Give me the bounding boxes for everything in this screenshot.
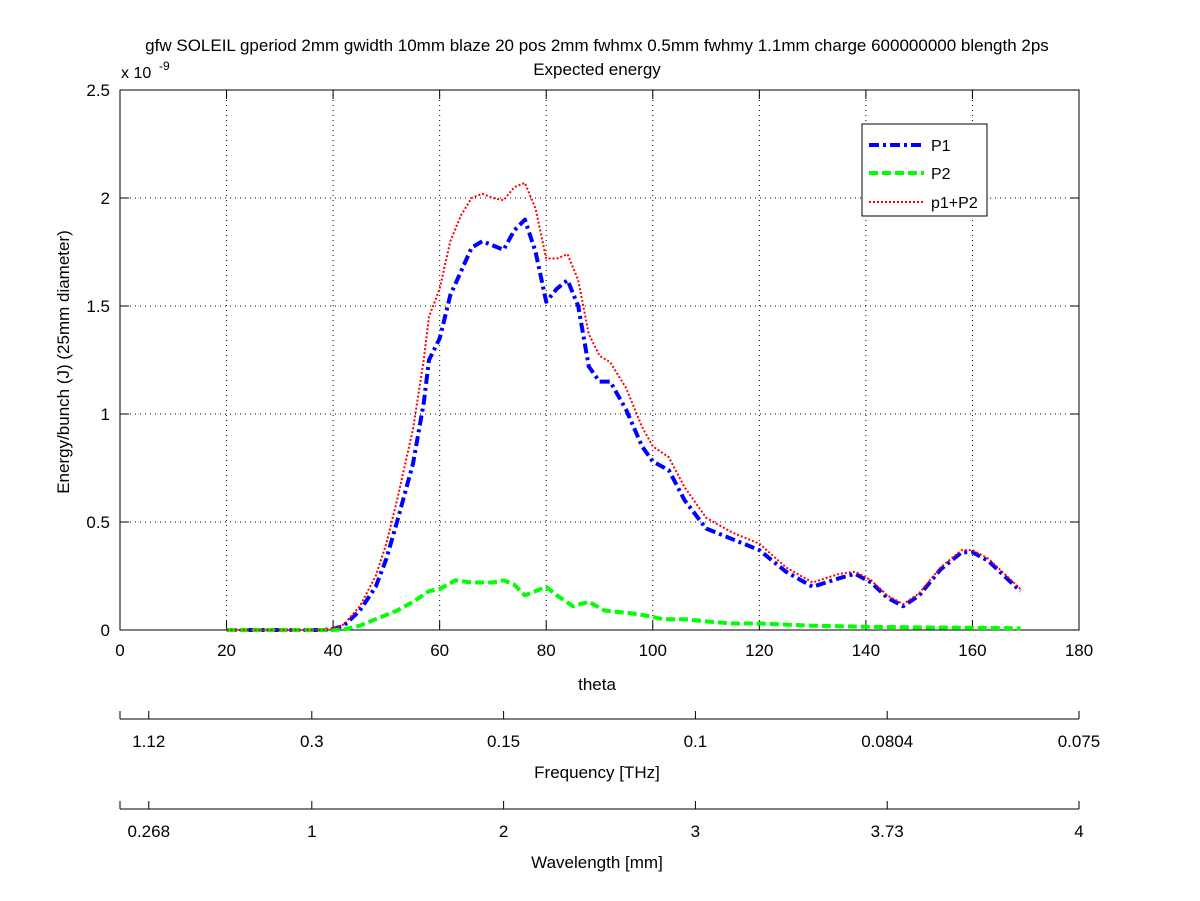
secondary-tick-label-0-5: 0.075 xyxy=(1058,732,1101,751)
secondary-tick-label-0-4: 0.0804 xyxy=(861,732,913,751)
chart-title: gfw SOLEIL gperiod 2mm gwidth 10mm blaze… xyxy=(145,36,1049,55)
x-axis-label: theta xyxy=(578,675,616,694)
secondary-tick-label-1-5: 4 xyxy=(1074,822,1083,841)
secondary-tick-label-0-0: 1.12 xyxy=(132,732,165,751)
y-tick-label-0: 0 xyxy=(101,621,110,640)
series-line-2 xyxy=(226,181,1022,631)
series-line-1 xyxy=(226,578,1021,632)
secondary-tick-label-1-2: 2 xyxy=(499,822,508,841)
secondary-tick-label-1-3: 3 xyxy=(691,822,700,841)
x-tick-label-4: 80 xyxy=(537,641,556,660)
legend-entry-p1: P1 xyxy=(869,138,951,155)
x-tick-label-9: 180 xyxy=(1065,641,1093,660)
y-tick-label-5: 2.5 xyxy=(86,81,110,100)
wavelength-axis: Wavelength [mm] 0.268 1 2 3 3.73 4 xyxy=(119,801,1084,872)
y-tick-label-3: 1.5 xyxy=(86,297,110,316)
y-tick-label-2: 1 xyxy=(101,405,110,424)
legend-label-p1p2: p1+P2 xyxy=(931,195,978,212)
x-tick-label-0: 0 xyxy=(115,641,124,660)
y-tick-label-4: 2 xyxy=(101,189,110,208)
y-tick-labels: 0 0.5 1 1.5 2 2.5 xyxy=(86,81,110,640)
y-tick-label-1: 0.5 xyxy=(86,513,110,532)
legend-entry-p1p2: p1+P2 xyxy=(869,195,978,212)
legend: P1 P2 p1+P2 xyxy=(861,123,988,217)
frequency-axis-label: Frequency [THz] xyxy=(534,763,660,782)
secondary-tick-label-0-2: 0.15 xyxy=(487,732,520,751)
legend-label-p2: P2 xyxy=(931,166,951,183)
secondary-tick-label-1-1: 1 xyxy=(307,822,316,841)
secondary-tick-label-0-3: 0.1 xyxy=(684,732,708,751)
x-tick-labels: 0 20 40 60 80 100 120 140 160 180 xyxy=(115,641,1093,660)
x-tick-label-7: 140 xyxy=(852,641,880,660)
main-axes xyxy=(119,89,1080,631)
y-exponent: x 10 -9 xyxy=(121,59,170,82)
x-tick-label-3: 60 xyxy=(430,641,449,660)
legend-entry-p2: P2 xyxy=(869,166,951,183)
secondary-tick-label-1-0: 0.268 xyxy=(127,822,170,841)
legend-box xyxy=(861,123,988,217)
series-lines xyxy=(226,181,1022,632)
y-exponent-label: x 10 xyxy=(121,65,151,82)
legend-label-p1: P1 xyxy=(931,138,951,155)
x-tick-label-2: 40 xyxy=(324,641,343,660)
chart-subtitle: Expected energy xyxy=(533,60,661,79)
x-tick-label-5: 100 xyxy=(639,641,667,660)
secondary-tick-label-1-4: 3.73 xyxy=(871,822,904,841)
x-tick-label-1: 20 xyxy=(217,641,236,660)
wavelength-axis-label: Wavelength [mm] xyxy=(531,853,663,872)
y-axis-label: Energy/bunch (J) (25mm diameter) xyxy=(54,230,73,494)
x-tick-label-6: 120 xyxy=(745,641,773,660)
secondary-tick-label-0-1: 0.3 xyxy=(300,732,324,751)
frequency-axis: Frequency [THz] 1.12 0.3 0.15 0.1 0.0804 0.07… xyxy=(119,711,1101,782)
y-exponent-power: -9 xyxy=(159,59,170,73)
x-tick-label-8: 160 xyxy=(958,641,986,660)
plot-frame xyxy=(119,89,1080,631)
series-line-0 xyxy=(226,217,1022,632)
